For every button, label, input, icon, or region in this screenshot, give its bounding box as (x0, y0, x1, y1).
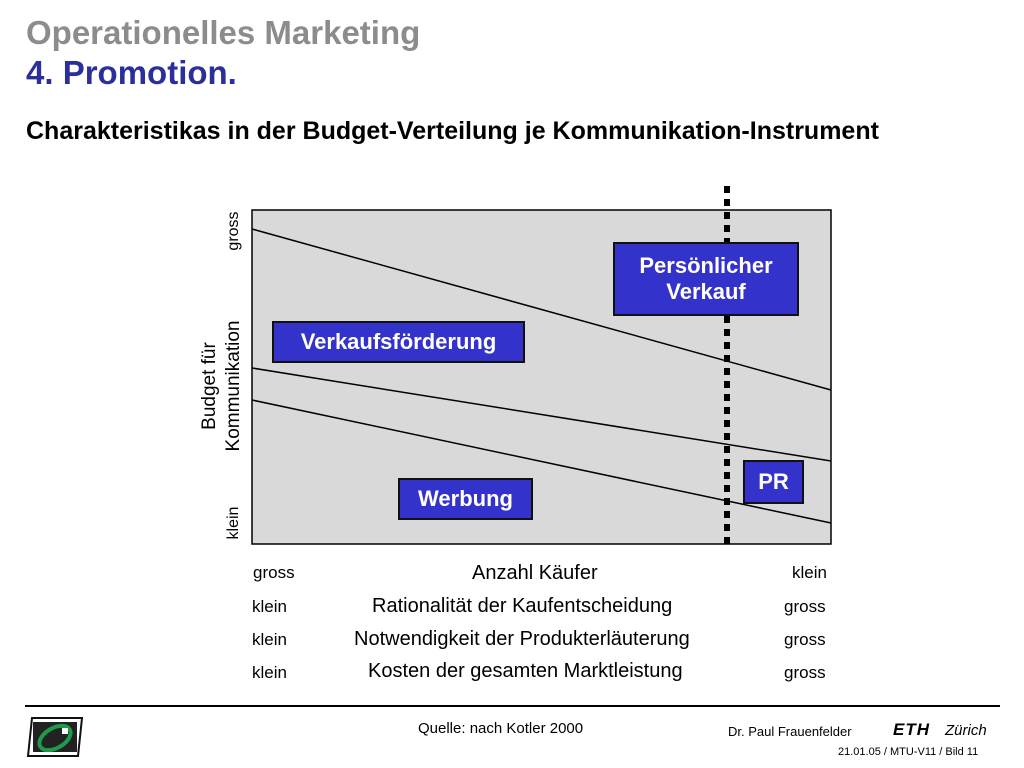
y-axis-title-line2: Kommunikation (223, 320, 244, 452)
eth-wordmark: ETH (893, 720, 930, 739)
row-1-right: klein (792, 563, 827, 582)
row-2-left: klein (252, 597, 287, 616)
y-axis-title-line1: Budget für (199, 342, 220, 430)
y-axis-bottom-label: klein (225, 506, 242, 540)
slide-title-gray: Operationelles Marketing (26, 14, 421, 51)
author-name: Dr. Paul Frauenfelder (728, 724, 852, 739)
slide-subtitle: Charakteristikas in der Budget-Verteilun… (26, 117, 879, 145)
box-verkaufsfoerderung: Verkaufsförderung (272, 321, 525, 363)
line-werbung (251, 399, 832, 524)
row-1-center: Anzahl Käufer (472, 562, 598, 584)
box-persoenlicher-verkauf: Persönlicher Verkauf (613, 242, 799, 316)
box-persoenlicher-verkauf-line1: Persönlicher (639, 252, 773, 278)
source-note: Quelle: nach Kotler 2000 (418, 720, 584, 737)
row-4-center: Kosten der gesamten Marktleistung (368, 660, 683, 682)
slide-info: 21.01.05 / MTU-V11 / Bild 11 (838, 746, 979, 758)
y-axis-top-label: gross (225, 211, 242, 251)
line-persoenlicher-verkauf (251, 228, 832, 391)
box-pr: PR (743, 460, 804, 504)
row-4-left: klein (252, 663, 287, 682)
row-3-left: klein (252, 630, 287, 649)
row-3-right: gross (784, 630, 826, 649)
row-2-center: Rationalität der Kaufentscheidung (372, 595, 673, 617)
zurich-wordmark: Zürich (945, 722, 987, 739)
eth-logo-icon (26, 717, 84, 757)
box-werbung: Werbung (398, 478, 533, 520)
line-verkaufsfoerderung (251, 367, 832, 462)
box-persoenlicher-verkauf-line2: Verkauf (666, 279, 746, 304)
slide-title-blue: 4. Promotion. (26, 54, 237, 91)
row-2-right: gross (784, 597, 826, 616)
y-axis-title: Budget für Kommunikation (198, 306, 246, 466)
row-4-right: gross (784, 663, 826, 682)
row-1-left: gross (253, 563, 295, 582)
row-3-center: Notwendigkeit der Produkterläuterung (354, 628, 690, 650)
footer-divider (25, 705, 1000, 707)
